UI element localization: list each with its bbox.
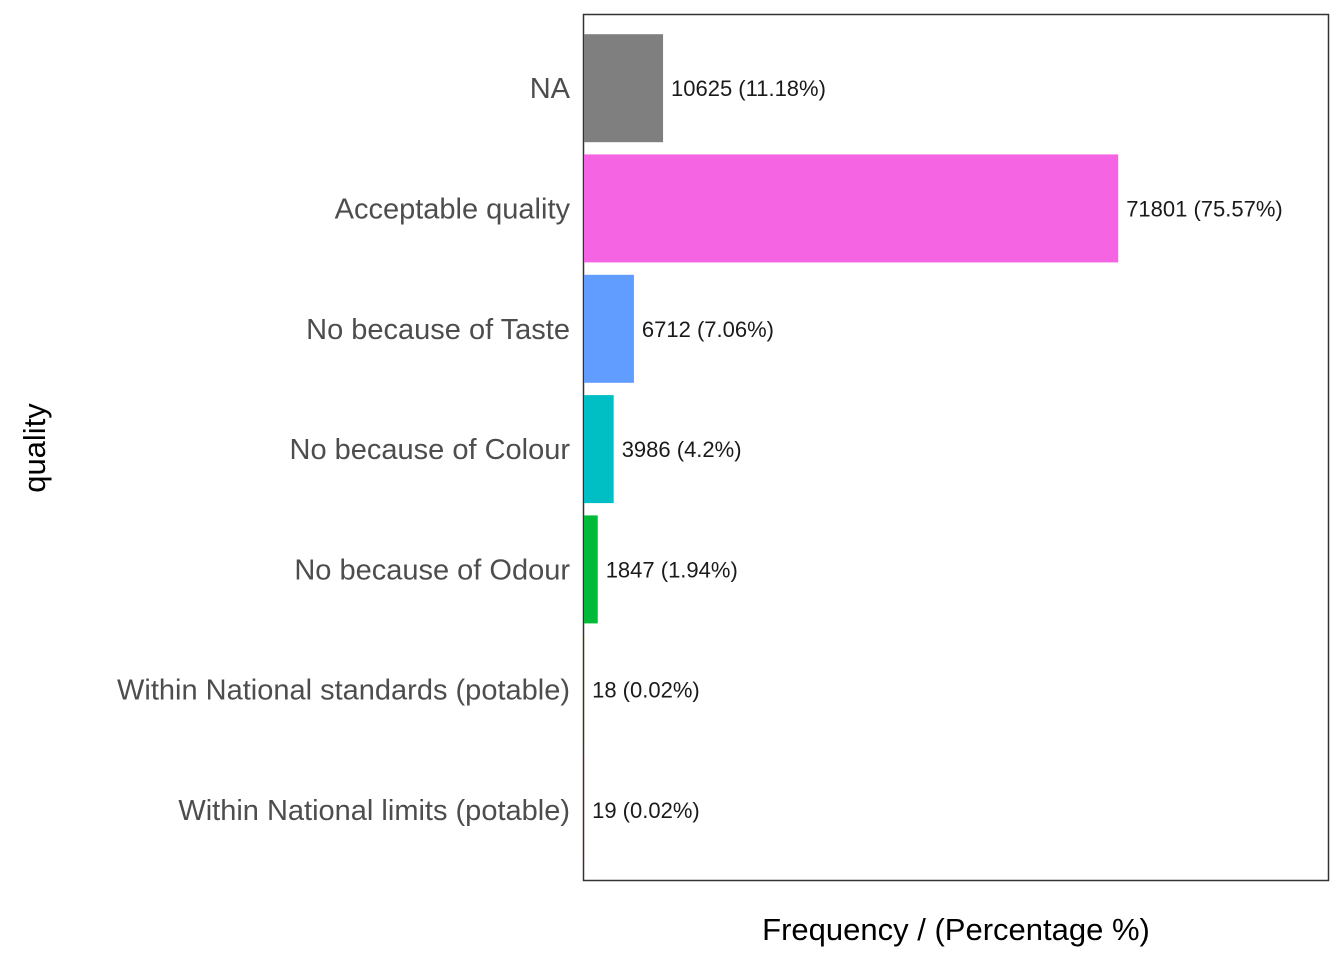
data-label-0: 10625 (11.18%) [671, 76, 826, 101]
category-label-0: NA [530, 73, 571, 105]
data-label-6: 19 (0.02%) [592, 798, 700, 823]
category-label-4: No because of Odour [294, 554, 570, 586]
category-label-1: Acceptable quality [335, 193, 571, 225]
category-labels-group: NA Acceptable quality No because of Taste N… [117, 73, 571, 827]
data-label-1: 71801 (75.57%) [1126, 196, 1283, 221]
bar-3 [584, 395, 614, 504]
bar-0 [584, 34, 664, 143]
data-label-3: 3986 (4.2%) [622, 437, 742, 462]
bars-group [584, 34, 1119, 864]
bar-4 [584, 515, 598, 624]
category-label-5: Within National standards (potable) [117, 675, 570, 707]
data-label-5: 18 (0.02%) [592, 678, 700, 703]
bar-2 [584, 274, 634, 383]
category-label-3: No because of Colour [290, 434, 571, 466]
data-label-2: 6712 (7.06%) [642, 317, 774, 342]
x-axis-title: Frequency / (Percentage %) [762, 912, 1150, 947]
y-axis-title: quality [17, 403, 52, 493]
bar-1 [584, 154, 1119, 263]
data-label-4: 1847 (1.94%) [606, 557, 738, 582]
category-label-6: Within National limits (potable) [178, 795, 570, 827]
category-label-2: No because of Taste [306, 314, 570, 346]
data-labels-group: 10625 (11.18%) 71801 (75.57%) 6712 (7.06%)… [592, 76, 1283, 823]
